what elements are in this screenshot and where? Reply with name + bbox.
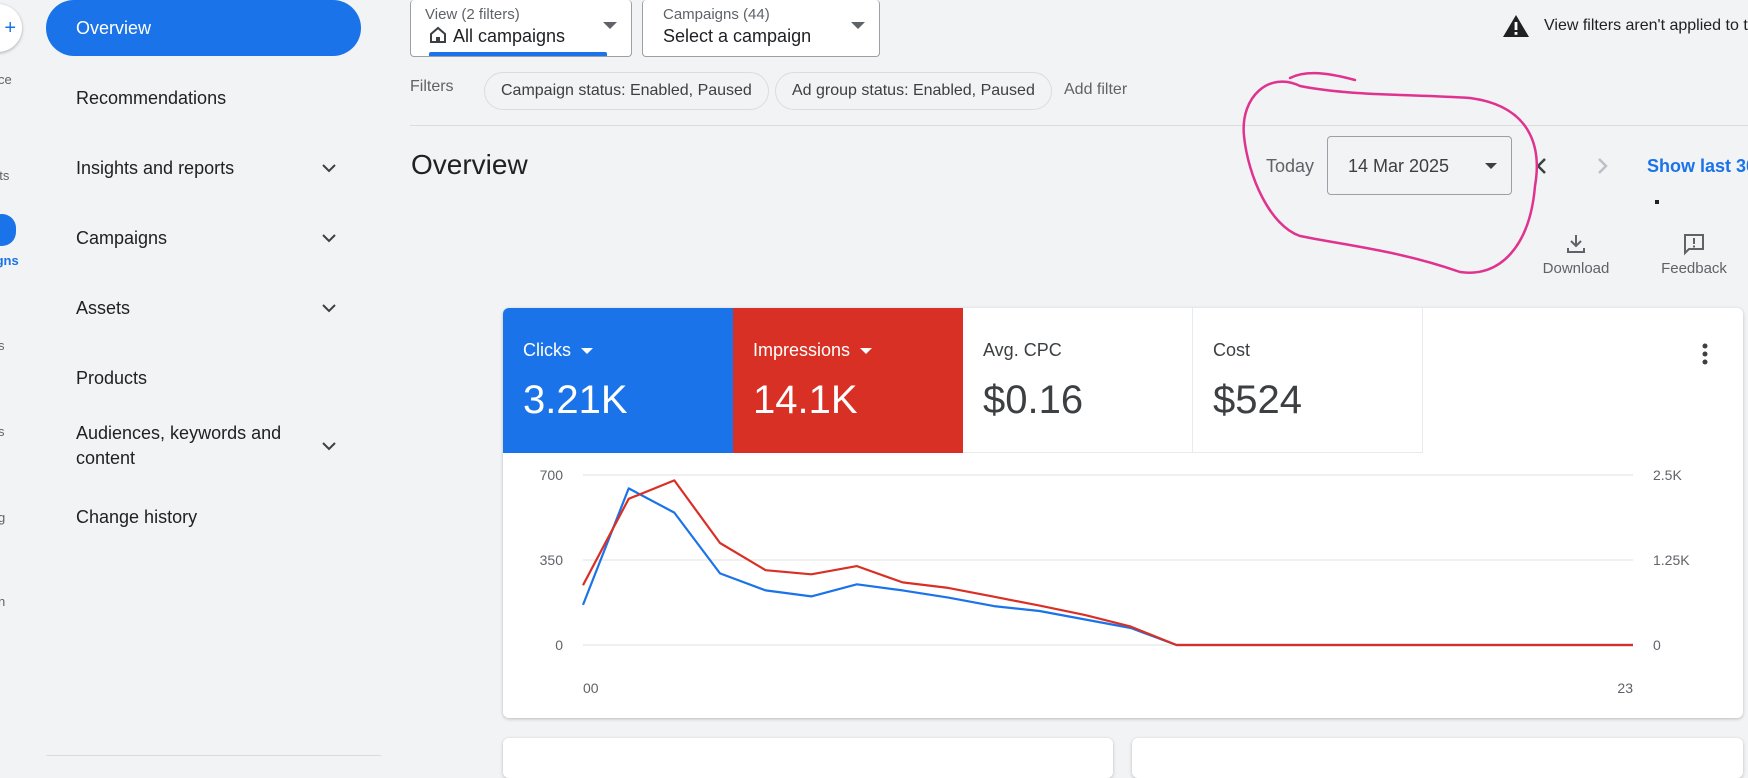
filter-chip-ad-group-status[interactable]: Ad group status: Enabled, Paused	[775, 72, 1052, 110]
sidebar-item-recommendations[interactable]: Recommendations	[46, 70, 361, 126]
rail-label: nts	[0, 168, 10, 183]
campaign-selector-label: Campaigns (44)	[663, 6, 770, 23]
download-label: Download	[1542, 260, 1610, 277]
create-button[interactable]: +	[0, 4, 22, 52]
rail-label[interactable]: s	[0, 424, 5, 439]
filter-chip-campaign-status[interactable]: Campaign status: Enabled, Paused	[484, 72, 769, 110]
campaign-selector-value: Select a campaign	[663, 26, 812, 46]
dropdown-arrow-icon[interactable]	[860, 347, 873, 354]
selector-active-bar	[429, 52, 607, 56]
metric-name-row: Clicks	[523, 340, 593, 361]
series-line-impressions	[582, 479, 1633, 647]
rail-active-indicator[interactable]	[0, 214, 16, 246]
warning-text: View filters aren't applied to th	[1544, 17, 1748, 34]
chevron-down-icon[interactable]	[319, 158, 339, 178]
campaign-selector[interactable]: Campaigns (44) Select a campaign	[642, 0, 880, 57]
feedback-icon	[1684, 234, 1704, 256]
chevron-down-icon[interactable]	[319, 228, 339, 248]
view-selector-value: All campaigns	[453, 26, 566, 46]
left-axis-tick-label: 0	[555, 637, 563, 653]
today-label: Today	[1266, 156, 1315, 176]
sidebar-item-label: Audiences, keywords and content	[76, 423, 282, 468]
sidebar-item-audiences[interactable]: Audiences, keywords and content	[46, 414, 361, 478]
rail-label-campaigns[interactable]: igns	[0, 253, 19, 268]
sidebar-item-label: Recommendations	[76, 87, 227, 108]
feedback-button[interactable]: Feedback	[1649, 232, 1739, 277]
download-button[interactable]: Download	[1531, 232, 1621, 277]
lower-card-left	[503, 738, 1113, 778]
filters-label: Filters	[410, 78, 454, 95]
right-axis-tick-label: 1.25K	[1653, 552, 1690, 568]
metric-impressions[interactable]: Impressions 14.1K	[733, 308, 963, 453]
view-selector-value-row: All campaigns	[429, 26, 565, 47]
sidebar-item-label: Assets	[76, 297, 131, 318]
dropdown-arrow-icon	[603, 22, 617, 29]
metric-clicks[interactable]: Clicks 3.21K	[503, 308, 733, 453]
metric-name: Avg. CPC	[983, 340, 1062, 360]
download-icon	[1567, 235, 1585, 253]
lower-card-right	[1132, 738, 1743, 778]
warning-icon	[1503, 15, 1529, 37]
metric-value: $524	[1213, 378, 1302, 422]
metric-value: $0.16	[983, 378, 1084, 422]
left-axis-tick-label: 700	[540, 467, 564, 483]
sidebar-item-label: Change history	[76, 506, 198, 527]
metric-value: 3.21K	[523, 378, 628, 422]
rail-label: ce	[0, 72, 12, 87]
dot-mark	[1655, 200, 1659, 204]
rail-label[interactable]: g	[0, 510, 6, 525]
metric-name-row: Impressions	[753, 340, 873, 361]
dropdown-arrow-icon	[851, 22, 865, 29]
metric-value: 14.1K	[753, 378, 858, 422]
right-axis-tick-label: 0	[1653, 637, 1661, 653]
dropdown-arrow-icon[interactable]	[581, 347, 593, 354]
feedback-label: Feedback	[1661, 260, 1727, 277]
header-divider	[410, 125, 1748, 126]
date-value: 14 Mar 2025	[1348, 156, 1450, 176]
right-axis-tick-label: 2.5K	[1653, 467, 1682, 483]
view-selector-label: View (2 filters)	[425, 6, 520, 23]
show-last-30-link[interactable]: Show last 30	[1647, 156, 1748, 176]
sidebar-item-label: Insights and reports	[76, 157, 235, 178]
annotation-circle	[1242, 71, 1539, 274]
metric-name: Cost	[1213, 340, 1251, 360]
rail-label[interactable]: s	[0, 338, 5, 353]
x-axis-tick-label: 00	[583, 680, 599, 696]
sidebar-item-label: Products	[76, 367, 148, 388]
dropdown-arrow-icon	[1485, 163, 1497, 169]
add-filter-button[interactable]: Add filter	[1064, 81, 1128, 98]
rail-label[interactable]: n	[0, 594, 6, 609]
sidebar-item-label: Campaigns	[76, 227, 168, 248]
sidebar-item-label: Overview	[76, 17, 152, 38]
sidebar-item-products[interactable]: Products	[46, 350, 361, 406]
sidebar-item-change-history[interactable]: Change history	[46, 489, 361, 545]
left-rail: + ce nts igns s s g n	[0, 0, 40, 762]
filters-warning: View filters aren't applied to th	[1502, 14, 1748, 38]
x-axis-tick-label: 23	[1617, 680, 1633, 696]
metric-avg-cpc[interactable]: Avg. CPC $0.16	[963, 308, 1193, 453]
chevron-right-icon[interactable]	[1590, 154, 1614, 178]
sidebar-item-insights-and-reports[interactable]: Insights and reports	[46, 140, 361, 196]
sidebar-item-overview[interactable]: Overview	[46, 0, 361, 56]
date-range-selector[interactable]: 14 Mar 2025	[1327, 136, 1512, 195]
sidebar-item-campaigns[interactable]: Campaigns	[46, 210, 361, 266]
view-selector[interactable]: View (2 filters) All campaigns	[410, 0, 632, 57]
page-title: Overview	[411, 149, 528, 180]
sidebar-item-assets[interactable]: Assets	[46, 280, 361, 336]
metric-name: Impressions	[753, 340, 851, 360]
chevron-down-icon[interactable]	[319, 436, 339, 456]
store-icon	[430, 26, 446, 43]
performance-card: Clicks 3.21K Impressions 14.1K Avg. CPC …	[503, 308, 1743, 718]
metric-name: Clicks	[523, 340, 571, 360]
more-options-icon[interactable]	[1701, 342, 1709, 366]
metric-cost[interactable]: Cost $524	[1193, 308, 1423, 453]
chevron-down-icon[interactable]	[319, 298, 339, 318]
left-axis-tick-label: 350	[540, 552, 564, 568]
sidebar-divider	[46, 755, 381, 756]
plus-icon: +	[4, 17, 16, 39]
